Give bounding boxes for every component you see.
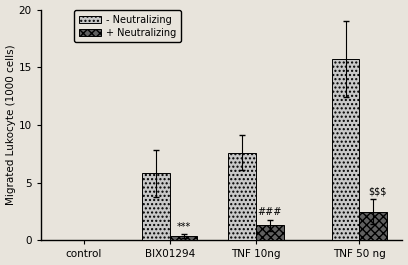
Text: $$$: $$$: [368, 187, 387, 197]
Legend: - Neutralizing, + Neutralizing: - Neutralizing, + Neutralizing: [74, 10, 181, 42]
Bar: [142, 174, 170, 240]
Bar: [359, 211, 387, 240]
Bar: [332, 59, 359, 240]
Bar: [256, 226, 284, 240]
Text: ***: ***: [177, 222, 191, 232]
Text: ###: ###: [257, 207, 282, 217]
Bar: [228, 153, 256, 240]
Y-axis label: Migrated Lukocyte (1000 cells): Migrated Lukocyte (1000 cells): [6, 45, 16, 205]
Bar: [170, 236, 197, 240]
